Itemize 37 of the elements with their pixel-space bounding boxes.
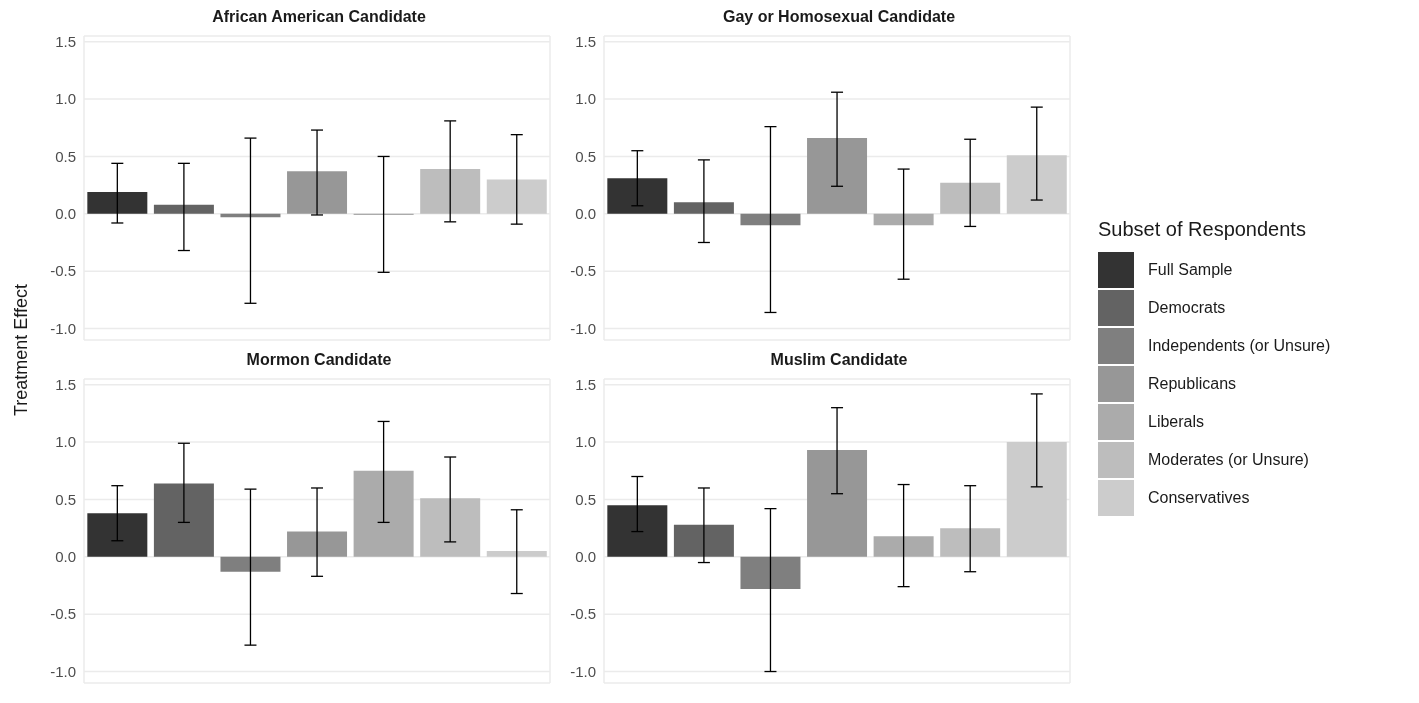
y-tick-label: 0.0 [55, 205, 76, 223]
y-tick-label: 0.5 [55, 490, 76, 508]
legend-label: Independents (or Unsure) [1148, 337, 1331, 355]
chart-title: African American Candidate [211, 8, 427, 27]
legend-label: Republicans [1148, 375, 1237, 393]
y-tick-label: 0.0 [575, 205, 596, 223]
chart-title: Gay or Homosexual Candidate [721, 8, 957, 27]
legend-title: Subset of Respondents [1098, 218, 1307, 241]
chart-title: Mormon Candidate [245, 351, 393, 370]
y-tick-label: -1.0 [570, 319, 596, 337]
chart-title: Muslim Candidate [769, 351, 909, 370]
y-axis-title: Treatment Effect [10, 283, 32, 417]
y-tick-label: 1.5 [575, 376, 596, 394]
y-tick-label: 0.5 [575, 147, 596, 165]
y-tick-label: -0.5 [570, 262, 596, 280]
y-tick-label: 1.5 [575, 33, 596, 51]
legend-label: Full Sample [1148, 261, 1233, 279]
legend-label: Conservatives [1148, 489, 1250, 507]
y-tick-label: 0.5 [575, 490, 596, 508]
y-tick-label: 1.0 [55, 433, 76, 451]
y-tick-label: -0.5 [570, 605, 596, 623]
legend-label: Moderates (or Unsure) [1148, 451, 1309, 469]
y-tick-label: 1.5 [55, 33, 76, 51]
legend-label: Democrats [1148, 299, 1226, 317]
y-tick-label: -1.0 [50, 662, 76, 680]
y-tick-label: -0.5 [50, 262, 76, 280]
y-tick-label: -0.5 [50, 605, 76, 623]
y-tick-label: 0.0 [55, 548, 76, 566]
y-tick-label: 1.5 [55, 376, 76, 394]
y-tick-label: -1.0 [50, 319, 76, 337]
y-tick-label: 1.0 [575, 90, 596, 108]
legend-label: Liberals [1148, 413, 1205, 431]
y-tick-label: 0.0 [575, 548, 596, 566]
y-tick-label: 0.5 [55, 147, 76, 165]
y-tick-label: 1.0 [55, 90, 76, 108]
y-tick-label: 1.0 [575, 433, 596, 451]
y-tick-label: -1.0 [570, 662, 596, 680]
